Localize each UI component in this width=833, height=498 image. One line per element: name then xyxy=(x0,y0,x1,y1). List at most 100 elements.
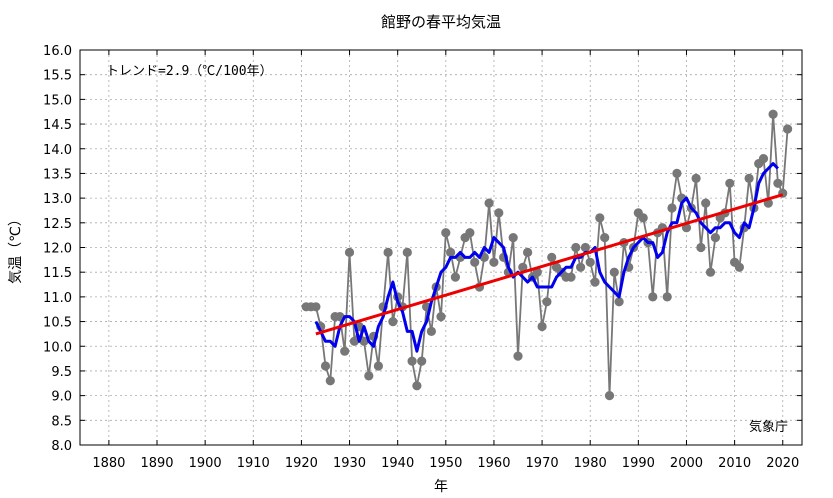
annual-point xyxy=(340,346,350,356)
annual-point xyxy=(494,208,504,218)
annual-point xyxy=(725,178,735,188)
x-tick-label: 1930 xyxy=(333,456,366,471)
annual-point xyxy=(344,247,355,257)
annual-point xyxy=(349,336,359,346)
y-tick-label: 9.0 xyxy=(51,390,72,405)
annual-point xyxy=(513,351,523,361)
trend-line xyxy=(315,193,784,336)
annual-point xyxy=(696,242,706,253)
x-tick-label: 1920 xyxy=(285,456,318,471)
annual-point xyxy=(407,356,417,366)
y-axis-label: 気温（℃） xyxy=(8,212,24,284)
y-tick-label: 11.0 xyxy=(43,291,72,306)
annual-point xyxy=(489,257,499,267)
y-tick-label: 14.0 xyxy=(43,143,72,158)
y-tick-label: 15.5 xyxy=(43,69,72,84)
trend-label: トレンド=2.9（℃/100年） xyxy=(106,64,273,79)
annual-point xyxy=(576,262,586,272)
x-tick-label: 1960 xyxy=(477,456,510,471)
annual-point xyxy=(402,247,412,257)
annual-point xyxy=(571,242,581,253)
annual-point xyxy=(436,312,446,322)
annual-point xyxy=(518,262,528,272)
annual-point xyxy=(523,247,533,257)
y-tick-label: 13.5 xyxy=(43,167,72,182)
chart-title: 館野の春平均気温 xyxy=(381,13,501,31)
x-tick-label: 1880 xyxy=(92,456,125,471)
annual-point xyxy=(672,168,682,178)
annual-point xyxy=(691,173,701,183)
annual-point xyxy=(705,267,716,277)
annual-point xyxy=(600,233,610,243)
x-tick-label: 2000 xyxy=(670,456,703,471)
y-tick-label: 11.5 xyxy=(43,266,72,281)
y-tick-label: 12.0 xyxy=(43,242,72,257)
annual-point xyxy=(484,198,494,208)
y-tick-labels: 8.0 8.5 9.0 9.5 10.0 10.5 11.0 11.5 12.0 12.5 13.0… xyxy=(43,44,72,454)
x-tick-label: 1900 xyxy=(189,456,222,471)
credit-label: 気象庁 xyxy=(749,419,788,435)
x-tick-label: 1980 xyxy=(574,456,607,471)
grid xyxy=(80,50,802,445)
annual-point xyxy=(383,247,393,257)
annual-point xyxy=(638,213,648,223)
x-tick-label: 1970 xyxy=(526,456,559,471)
axis-ticks xyxy=(80,49,802,446)
annual-point xyxy=(609,267,619,277)
annual-point xyxy=(373,361,383,371)
y-tick-label: 15.0 xyxy=(43,93,72,108)
annual-point xyxy=(450,272,460,282)
annual-point xyxy=(311,302,321,312)
annual-point xyxy=(359,336,369,346)
annual-point xyxy=(710,233,721,243)
x-tick-label: 1950 xyxy=(429,456,462,471)
y-tick-label: 10.0 xyxy=(43,340,72,355)
y-tick-label: 10.5 xyxy=(43,316,72,331)
annual-point xyxy=(604,391,615,401)
y-tick-label: 13.0 xyxy=(43,192,72,207)
annual-point xyxy=(566,272,576,282)
x-tick-label: 1890 xyxy=(140,456,173,471)
annual-point xyxy=(701,198,711,208)
annual-point xyxy=(465,228,475,238)
annual-point xyxy=(508,233,518,243)
annual-point xyxy=(542,297,552,307)
annual-point xyxy=(325,376,335,386)
annual-series-line xyxy=(306,114,789,396)
annual-point xyxy=(667,203,677,213)
annual-point xyxy=(590,277,600,287)
annual-point xyxy=(320,361,331,371)
annual-point xyxy=(758,154,769,164)
annual-point xyxy=(364,371,374,381)
annual-point xyxy=(537,321,547,332)
annual-point xyxy=(412,381,422,391)
annual-point xyxy=(441,228,451,238)
annual-point xyxy=(773,178,783,188)
annual-point xyxy=(547,252,557,262)
y-tick-label: 8.5 xyxy=(51,414,72,429)
y-tick-label: 16.0 xyxy=(43,44,72,59)
annual-point xyxy=(783,124,793,134)
annual-point xyxy=(585,257,595,267)
annual-point xyxy=(580,242,591,253)
annual-point xyxy=(470,257,480,267)
y-tick-label: 9.5 xyxy=(51,365,72,380)
annual-point xyxy=(417,356,427,366)
annual-point xyxy=(388,317,398,327)
annual-point xyxy=(614,297,624,307)
x-tick-label: 1910 xyxy=(237,456,270,471)
x-tick-labels: 1880 1890 1900 1910 1920 1930 1940 1950 1960 1970… xyxy=(92,456,799,471)
annual-point xyxy=(768,109,778,119)
x-axis-label: 年 xyxy=(434,479,448,495)
x-tick-label: 1990 xyxy=(622,456,655,471)
annual-point xyxy=(734,262,745,272)
moving-average-line xyxy=(314,162,779,353)
x-tick-label: 1940 xyxy=(381,456,414,471)
annual-point xyxy=(595,213,605,223)
annual-point xyxy=(648,292,658,302)
y-tick-label: 8.0 xyxy=(51,439,72,454)
x-tick-label: 2020 xyxy=(766,456,799,471)
annual-point xyxy=(446,247,456,257)
x-tick-label: 2010 xyxy=(718,456,751,471)
